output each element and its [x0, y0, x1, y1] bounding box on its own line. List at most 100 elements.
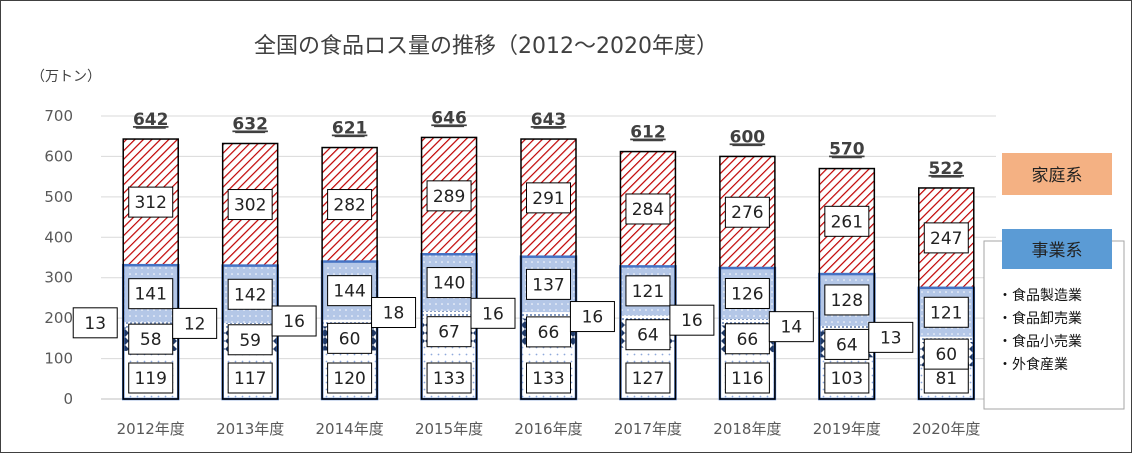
bar-outline — [221, 142, 279, 400]
chart-title: 全国の食品ロス量の推移（2012～2020年度） — [254, 34, 718, 59]
label-dining-box — [526, 362, 571, 394]
label-wholesale: 16 — [582, 308, 604, 328]
legend-business-label: 事業系 — [1032, 241, 1083, 261]
label-dining: 117 — [234, 369, 266, 389]
label-household-box — [128, 186, 174, 218]
label-retail-box — [923, 338, 969, 370]
label-wholesale-box — [569, 301, 615, 333]
bar-outline — [420, 136, 478, 400]
label-manufacturing: 144 — [333, 282, 365, 302]
legend-business-badge — [1002, 229, 1112, 269]
label-wholesale-box — [669, 304, 715, 336]
label-wholesale: 18 — [383, 304, 405, 324]
legend-household-label: 家庭系 — [1032, 166, 1083, 186]
x-tick-label: 2014年度 — [316, 420, 384, 438]
label-dining-box — [625, 362, 671, 394]
label-dining: 127 — [632, 369, 664, 389]
label-wholesale-box — [271, 305, 317, 337]
legend-item-wholesale: ・食品卸売業 — [998, 310, 1082, 327]
label-wholesale: 13 — [880, 328, 902, 348]
total-label: 612 — [630, 123, 666, 143]
label-retail-box — [426, 316, 472, 348]
y-tick-label: 500 — [44, 188, 73, 206]
label-manufacturing: 128 — [831, 291, 863, 311]
y-tick-labels: 0 100 200 300 400 500 600 700 — [44, 107, 73, 408]
bar-outline — [321, 146, 378, 400]
y-axis-unit-label: （万トン） — [31, 69, 101, 85]
label-household: 261 — [831, 212, 863, 232]
label-household: 289 — [433, 187, 465, 207]
bar-outline — [520, 138, 577, 400]
total-label: 600 — [730, 127, 766, 147]
label-household-box — [824, 205, 870, 237]
label-manufacturing-box — [526, 268, 571, 300]
legend: 家庭系 事業系 ・食品製造業 ・食品卸売業 ・食品小売業 ・外食産業 — [983, 153, 1125, 410]
label-household-box — [923, 222, 969, 254]
label-wholesale-box — [470, 297, 516, 329]
label-dining: 133 — [433, 369, 465, 389]
label-wholesale: 16 — [681, 311, 703, 331]
label-manufacturing-box — [824, 284, 870, 316]
label-retail: 67 — [438, 323, 460, 343]
label-wholesale-box — [72, 307, 118, 339]
bar-outline — [619, 150, 677, 400]
label-retail: 66 — [538, 323, 560, 343]
label-household: 312 — [134, 193, 166, 213]
label-wholesale-box — [172, 307, 218, 339]
label-manufacturing: 141 — [134, 285, 166, 305]
x-tick-label: 2015年度 — [415, 420, 483, 438]
total-label: 621 — [332, 119, 368, 139]
label-wholesale: 16 — [283, 312, 305, 332]
label-retail-box — [824, 328, 870, 360]
label-dining: 116 — [731, 369, 763, 389]
x-tick-label: 2017年度 — [614, 420, 682, 438]
label-wholesale-box — [868, 321, 914, 353]
label-manufacturing-box — [625, 275, 671, 307]
label-wholesale: 16 — [482, 304, 504, 324]
label-dining-box — [327, 362, 373, 394]
bar-wholesale — [421, 310, 477, 319]
y-tick-label: 0 — [63, 390, 73, 408]
x-tick-label: 2020年度 — [912, 420, 980, 438]
legend-item-manufacturing: ・食品製造業 — [998, 287, 1082, 304]
label-dining-box — [824, 362, 870, 394]
label-retail: 59 — [239, 331, 261, 351]
label-household-box — [724, 196, 770, 228]
label-household: 284 — [632, 200, 664, 220]
label-retail: 66 — [737, 330, 759, 350]
bar-outline — [122, 138, 179, 400]
label-household: 247 — [930, 229, 962, 249]
label-dining: 119 — [134, 369, 166, 389]
y-tick-label: 600 — [44, 147, 73, 165]
label-manufacturing: 140 — [433, 274, 465, 294]
label-retail: 58 — [140, 330, 162, 350]
label-retail-box — [227, 324, 273, 356]
label-manufacturing-box — [227, 278, 273, 310]
bar-wholesale — [719, 318, 775, 326]
label-wholesale: 12 — [184, 314, 206, 334]
y-tick-label: 400 — [44, 228, 73, 246]
label-retail: 64 — [637, 326, 659, 346]
label-dining-box — [227, 362, 273, 394]
label-dining: 81 — [935, 369, 957, 389]
label-manufacturing-box — [128, 278, 174, 310]
label-household: 291 — [532, 189, 564, 209]
label-wholesale: 14 — [781, 318, 803, 338]
legend-item-dining: ・外食産業 — [998, 356, 1068, 373]
label-household: 302 — [234, 196, 266, 216]
label-retail: 60 — [339, 329, 361, 349]
y-tick-label: 200 — [44, 309, 73, 327]
label-manufacturing-box — [724, 277, 770, 309]
label-dining-box — [128, 362, 174, 394]
total-label: 646 — [431, 108, 467, 128]
y-tick-label: 100 — [44, 350, 73, 368]
bar-wholesale — [620, 315, 676, 322]
label-manufacturing: 137 — [532, 275, 564, 295]
label-dining-box — [724, 362, 770, 394]
label-retail-box — [625, 319, 671, 351]
label-household-box — [327, 189, 373, 221]
label-retail-box — [526, 316, 571, 348]
y-tick-label: 300 — [44, 269, 73, 287]
bar-outline — [918, 187, 975, 400]
x-tick-label: 2013年度 — [216, 420, 284, 438]
